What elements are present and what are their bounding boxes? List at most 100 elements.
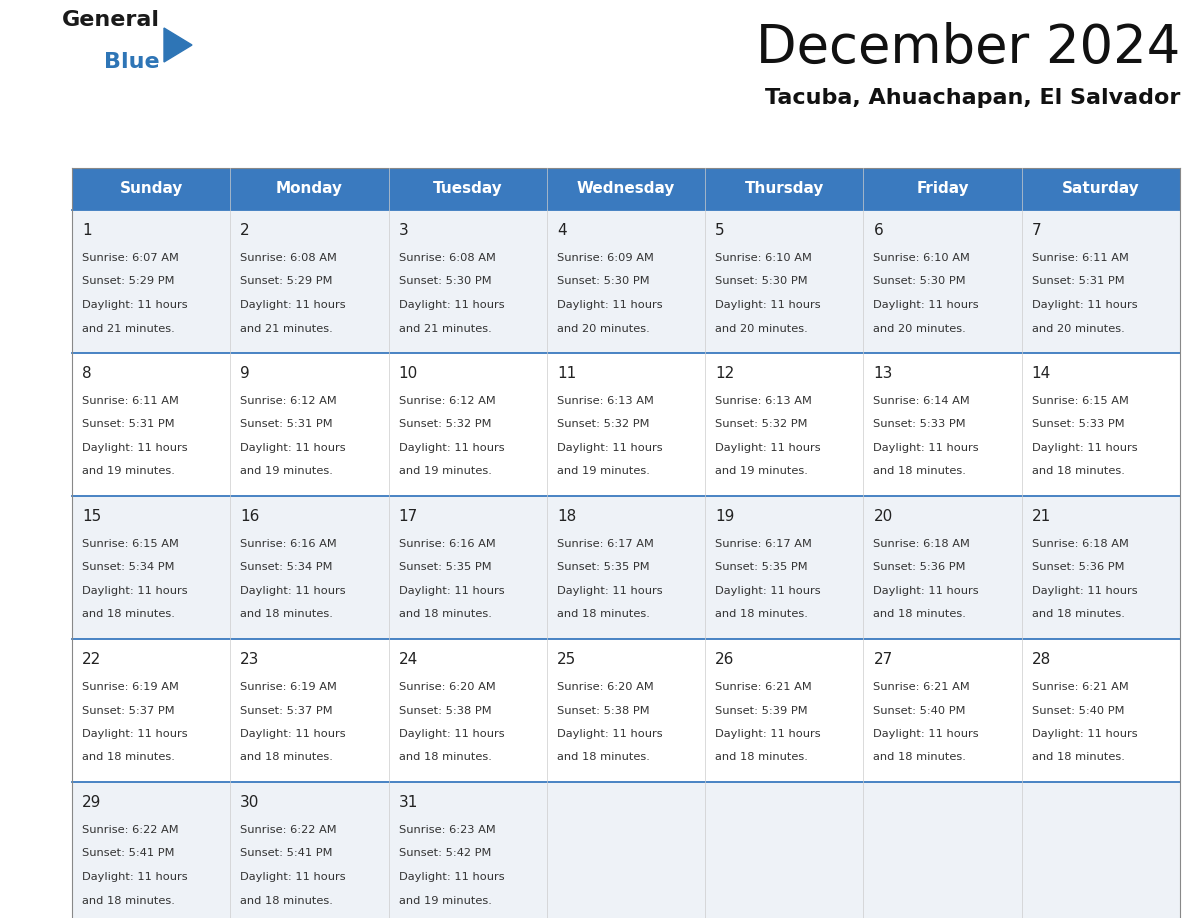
Text: Sunset: 5:41 PM: Sunset: 5:41 PM xyxy=(240,848,333,858)
Text: 1: 1 xyxy=(82,223,91,238)
Text: Sunset: 5:30 PM: Sunset: 5:30 PM xyxy=(715,276,808,286)
Text: Sunrise: 6:17 AM: Sunrise: 6:17 AM xyxy=(557,539,653,549)
Text: Friday: Friday xyxy=(916,182,969,196)
Text: Sunset: 5:40 PM: Sunset: 5:40 PM xyxy=(1031,706,1124,715)
Text: Sunrise: 6:12 AM: Sunrise: 6:12 AM xyxy=(398,396,495,406)
Text: Sunset: 5:29 PM: Sunset: 5:29 PM xyxy=(82,276,175,286)
Text: Blue: Blue xyxy=(105,52,159,72)
Text: 26: 26 xyxy=(715,652,734,667)
Text: Sunrise: 6:11 AM: Sunrise: 6:11 AM xyxy=(82,396,179,406)
Text: Sunrise: 6:20 AM: Sunrise: 6:20 AM xyxy=(398,682,495,692)
Text: Sunset: 5:33 PM: Sunset: 5:33 PM xyxy=(873,420,966,430)
Text: and 18 minutes.: and 18 minutes. xyxy=(1031,753,1125,763)
Text: 20: 20 xyxy=(873,509,892,524)
Text: Sunrise: 6:19 AM: Sunrise: 6:19 AM xyxy=(240,682,337,692)
Text: Daylight: 11 hours: Daylight: 11 hours xyxy=(1031,443,1137,453)
Text: Sunrise: 6:22 AM: Sunrise: 6:22 AM xyxy=(82,825,178,835)
Text: Sunrise: 6:18 AM: Sunrise: 6:18 AM xyxy=(1031,539,1129,549)
Text: Sunrise: 6:15 AM: Sunrise: 6:15 AM xyxy=(82,539,179,549)
Text: and 18 minutes.: and 18 minutes. xyxy=(873,466,966,476)
Text: Daylight: 11 hours: Daylight: 11 hours xyxy=(398,300,504,310)
Text: Sunrise: 6:18 AM: Sunrise: 6:18 AM xyxy=(873,539,971,549)
Text: 28: 28 xyxy=(1031,652,1051,667)
Text: 24: 24 xyxy=(398,652,418,667)
Text: Sunset: 5:36 PM: Sunset: 5:36 PM xyxy=(873,563,966,573)
Text: Sunrise: 6:20 AM: Sunrise: 6:20 AM xyxy=(557,682,653,692)
Bar xyxy=(72,639,1180,782)
Text: and 18 minutes.: and 18 minutes. xyxy=(398,610,492,620)
Text: Sunset: 5:36 PM: Sunset: 5:36 PM xyxy=(1031,563,1124,573)
Text: Daylight: 11 hours: Daylight: 11 hours xyxy=(715,729,821,739)
Text: 21: 21 xyxy=(1031,509,1051,524)
Text: Sunset: 5:35 PM: Sunset: 5:35 PM xyxy=(398,563,491,573)
Text: 18: 18 xyxy=(557,509,576,524)
Text: Sunrise: 6:09 AM: Sunrise: 6:09 AM xyxy=(557,253,653,263)
Text: Daylight: 11 hours: Daylight: 11 hours xyxy=(873,586,979,596)
Text: Sunrise: 6:11 AM: Sunrise: 6:11 AM xyxy=(1031,253,1129,263)
Text: 30: 30 xyxy=(240,795,260,810)
Text: 15: 15 xyxy=(82,509,101,524)
Text: Sunset: 5:31 PM: Sunset: 5:31 PM xyxy=(1031,276,1124,286)
Text: and 20 minutes.: and 20 minutes. xyxy=(557,323,650,333)
Text: and 18 minutes.: and 18 minutes. xyxy=(82,895,175,905)
Bar xyxy=(230,168,388,210)
Text: Sunrise: 6:13 AM: Sunrise: 6:13 AM xyxy=(557,396,653,406)
Text: Sunset: 5:37 PM: Sunset: 5:37 PM xyxy=(240,706,333,715)
Text: and 18 minutes.: and 18 minutes. xyxy=(873,610,966,620)
Text: 29: 29 xyxy=(82,795,101,810)
Text: and 19 minutes.: and 19 minutes. xyxy=(557,466,650,476)
Text: Sunrise: 6:21 AM: Sunrise: 6:21 AM xyxy=(873,682,971,692)
Text: Sunset: 5:41 PM: Sunset: 5:41 PM xyxy=(82,848,175,858)
Text: Sunrise: 6:22 AM: Sunrise: 6:22 AM xyxy=(240,825,337,835)
Text: and 18 minutes.: and 18 minutes. xyxy=(240,895,333,905)
Text: 2: 2 xyxy=(240,223,249,238)
Text: Daylight: 11 hours: Daylight: 11 hours xyxy=(715,300,821,310)
Text: and 18 minutes.: and 18 minutes. xyxy=(557,610,650,620)
Text: Sunset: 5:30 PM: Sunset: 5:30 PM xyxy=(873,276,966,286)
Text: Sunrise: 6:07 AM: Sunrise: 6:07 AM xyxy=(82,253,179,263)
Bar xyxy=(546,168,706,210)
Text: Tacuba, Ahuachapan, El Salvador: Tacuba, Ahuachapan, El Salvador xyxy=(765,88,1180,108)
Text: and 20 minutes.: and 20 minutes. xyxy=(873,323,966,333)
Text: Sunrise: 6:16 AM: Sunrise: 6:16 AM xyxy=(240,539,337,549)
Text: Daylight: 11 hours: Daylight: 11 hours xyxy=(873,729,979,739)
Text: 31: 31 xyxy=(398,795,418,810)
Text: Sunset: 5:40 PM: Sunset: 5:40 PM xyxy=(873,706,966,715)
Text: Sunrise: 6:17 AM: Sunrise: 6:17 AM xyxy=(715,539,813,549)
Text: Daylight: 11 hours: Daylight: 11 hours xyxy=(1031,729,1137,739)
Text: 5: 5 xyxy=(715,223,725,238)
Text: Daylight: 11 hours: Daylight: 11 hours xyxy=(82,586,188,596)
Text: and 18 minutes.: and 18 minutes. xyxy=(1031,466,1125,476)
Text: Daylight: 11 hours: Daylight: 11 hours xyxy=(240,300,346,310)
Bar xyxy=(72,210,1180,353)
Text: Daylight: 11 hours: Daylight: 11 hours xyxy=(398,872,504,882)
Text: 9: 9 xyxy=(240,366,249,381)
Text: Sunset: 5:31 PM: Sunset: 5:31 PM xyxy=(82,420,175,430)
Text: 12: 12 xyxy=(715,366,734,381)
Text: 13: 13 xyxy=(873,366,893,381)
Bar xyxy=(388,168,546,210)
Text: Sunset: 5:29 PM: Sunset: 5:29 PM xyxy=(240,276,333,286)
Text: Sunset: 5:35 PM: Sunset: 5:35 PM xyxy=(715,563,808,573)
Text: 3: 3 xyxy=(398,223,409,238)
Text: Sunset: 5:34 PM: Sunset: 5:34 PM xyxy=(82,563,175,573)
Text: 11: 11 xyxy=(557,366,576,381)
Bar xyxy=(1022,168,1180,210)
Text: Sunset: 5:34 PM: Sunset: 5:34 PM xyxy=(240,563,333,573)
Text: Daylight: 11 hours: Daylight: 11 hours xyxy=(398,586,504,596)
Text: 10: 10 xyxy=(398,366,418,381)
Text: Daylight: 11 hours: Daylight: 11 hours xyxy=(82,872,188,882)
Text: Daylight: 11 hours: Daylight: 11 hours xyxy=(1031,586,1137,596)
Text: 25: 25 xyxy=(557,652,576,667)
Text: Daylight: 11 hours: Daylight: 11 hours xyxy=(398,729,504,739)
Text: 19: 19 xyxy=(715,509,734,524)
Text: 22: 22 xyxy=(82,652,101,667)
Text: Sunset: 5:32 PM: Sunset: 5:32 PM xyxy=(557,420,650,430)
Text: Sunrise: 6:15 AM: Sunrise: 6:15 AM xyxy=(1031,396,1129,406)
Text: and 19 minutes.: and 19 minutes. xyxy=(240,466,333,476)
Polygon shape xyxy=(164,28,192,62)
Text: Sunset: 5:30 PM: Sunset: 5:30 PM xyxy=(398,276,491,286)
Text: Daylight: 11 hours: Daylight: 11 hours xyxy=(82,300,188,310)
Text: Sunset: 5:42 PM: Sunset: 5:42 PM xyxy=(398,848,491,858)
Text: 8: 8 xyxy=(82,366,91,381)
